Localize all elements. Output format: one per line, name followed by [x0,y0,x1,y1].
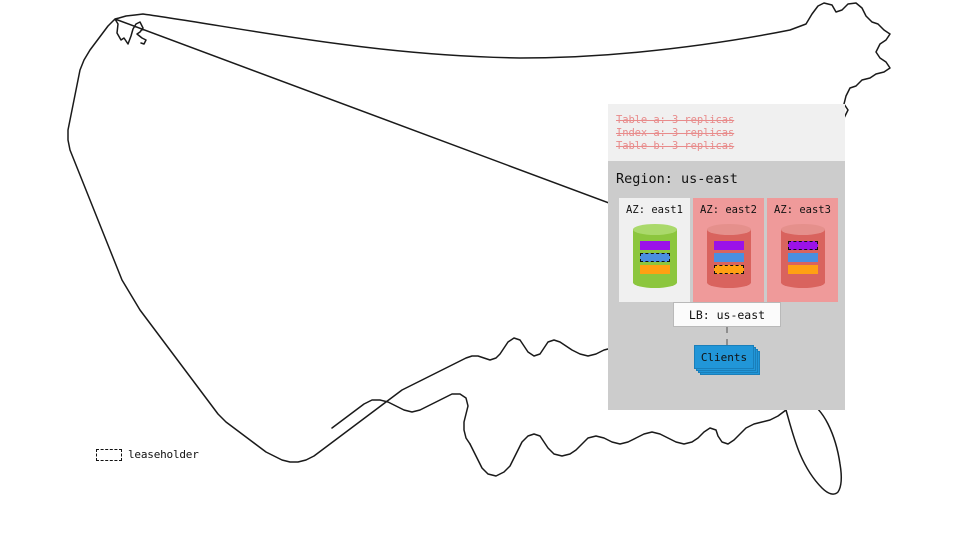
us-map-florida [785,399,843,495]
range-band-table-b[interactable] [787,264,818,274]
legend: leaseholder [96,448,199,461]
range-bands [781,235,825,279]
database-node-east2[interactable] [706,224,751,288]
range-band-table-b[interactable] [639,264,670,274]
range-band-table-b-leaseholder[interactable] [713,264,744,274]
region-panel: Table a: 3 replicas Index a: 3 replicas … [608,104,845,410]
cylinder-top [780,224,825,235]
az-label: AZ: east1 [626,204,683,216]
az-row: AZ: east1 AZ: east2 [619,198,838,302]
range-band-index-a-leaseholder[interactable] [639,252,670,262]
database-node-east3[interactable] [780,224,825,288]
range-band-table-a[interactable] [639,240,670,250]
az-label: AZ: east2 [700,204,757,216]
replica-notes: Table a: 3 replicas Index a: 3 replicas … [608,104,845,161]
az-box-east3[interactable]: AZ: east3 [767,198,838,302]
clients-label: Clients [700,350,748,364]
region-box: Region: us-east AZ: east1 AZ: [608,161,845,410]
clients-stack[interactable]: Clients [694,345,760,375]
client-card-front[interactable]: Clients [694,345,754,369]
range-band-index-a[interactable] [713,252,744,262]
range-band-table-a-leaseholder[interactable] [787,240,818,250]
dashed-rectangle-icon [96,448,122,461]
range-band-index-a[interactable] [787,252,818,262]
az-label: AZ: east3 [774,204,831,216]
range-band-table-a[interactable] [713,240,744,250]
lb-clients-connector [726,327,730,345]
range-bands [707,235,751,279]
az-box-east1[interactable]: AZ: east1 [619,198,690,302]
az-box-east2[interactable]: AZ: east2 [693,198,764,302]
load-balancer-label: LB: us-east [688,307,766,322]
region-title: Region: us-east [616,171,738,187]
database-node-east1[interactable] [632,224,677,288]
cylinder-top [632,224,677,235]
load-balancer-box[interactable]: LB: us-east [673,302,781,327]
us-map-gulf-coast [469,409,787,477]
cylinder-top [706,224,751,235]
us-map-texas-gulf [331,393,471,445]
replica-note: Index a: 3 replicas [616,126,735,139]
legend-label: leaseholder [128,448,199,461]
replica-note: Table a: 3 replicas [616,114,735,126]
replica-note: Table b: 3 replicas [616,139,735,152]
us-map-outline [67,2,891,463]
range-bands [633,235,677,279]
